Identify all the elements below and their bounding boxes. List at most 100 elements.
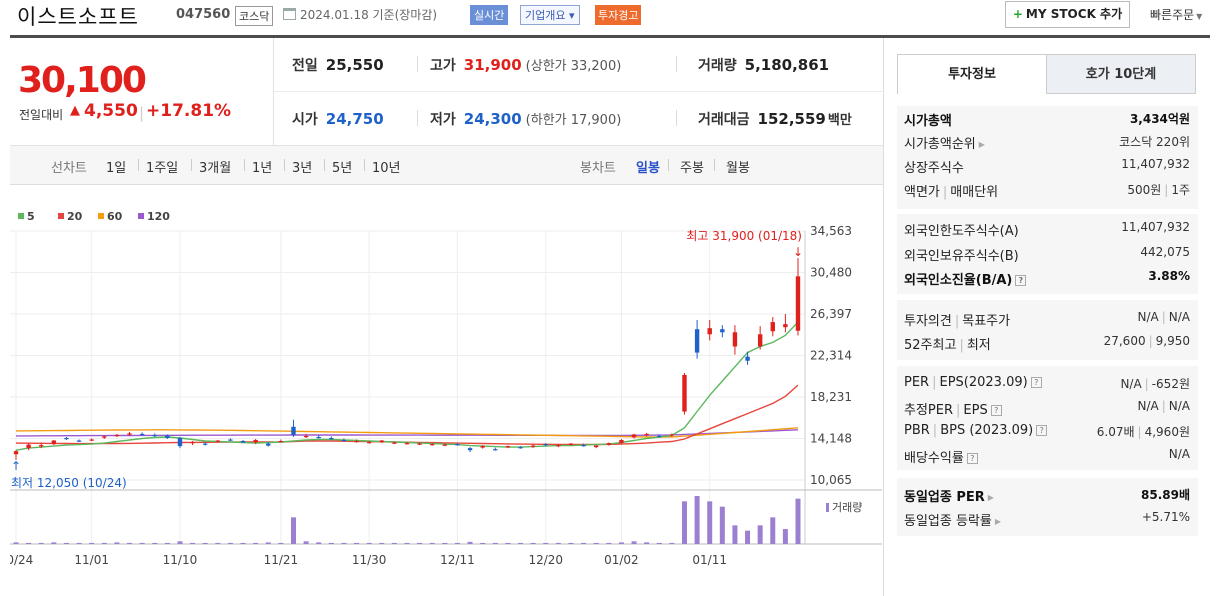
volume-bar [707,501,713,544]
legend-swatch [58,213,64,219]
tab-1y[interactable]: 1년 [252,161,273,176]
tab-daily[interactable]: 일봉 [636,161,660,176]
tab-weekly[interactable]: 주봉 [680,161,704,176]
chevron-right-icon: ▶ [994,517,1002,526]
price-stats: 전일 25,550 고가 31,900 (상한가 33,200) 거래량 5,180,8… [274,38,884,146]
per-values: N/A | -652원 [1120,377,1190,391]
tab-monthly[interactable]: 월봉 [726,161,750,176]
help-icon[interactable]: ? [990,405,1002,416]
unit-value: 1주 [1171,183,1190,197]
dividend-label: 배당수익률 [904,451,964,466]
candle-body [568,443,574,445]
stats-row: 시가 24,750 저가 24,300 (하한가 17,900) 거래대금 152,55… [274,92,884,146]
candlestick-chart[interactable]: 34,563 30,480 26,397 22,314 18,231 14,148 10,0… [0,200,882,580]
chevron-down-icon: ▾ [568,9,575,22]
candle-body [556,445,561,447]
foreign-limit-label: 외국인한도주식수(A) [904,224,1019,239]
eps-value: -652원 [1151,377,1190,391]
candle-body [152,434,157,437]
w52-labels: 52주최고 | 최저 [904,338,991,353]
candle-body [266,443,271,446]
cap-rank-row[interactable]: 시가총액순위 ▶ [904,133,985,152]
volume-bar [89,542,95,544]
candle-body [102,436,107,438]
amount-value: 152,559 [757,110,826,128]
tab-hoga[interactable]: 호가 10단계 [1046,54,1196,94]
x-tick-label: 11/10 [163,553,198,567]
volume-bar [480,542,486,544]
est-per-value: N/A [1137,399,1159,413]
tab-3y[interactable]: 3년 [292,161,313,176]
y-tick-label: 22,314 [810,349,852,363]
dividend-value: N/A [1168,447,1190,461]
foreign-hold-label: 외국인보유주식수(B) [904,249,1019,264]
info-group-market: 시가총액 3,434억원 시가총액순위 ▶ 코스닥 220위 상장주식수 11,4… [897,106,1198,209]
volume-bar [770,517,776,544]
volume-bar [240,542,246,544]
tab-5y[interactable]: 5년 [332,161,353,176]
company-overview-dropdown[interactable]: 기업개요 ▾ [520,5,580,25]
legend-swatch [98,213,104,219]
help-icon[interactable]: ? [1030,377,1042,388]
opinion-label: 투자의견 [904,314,952,329]
legend-label: 5 [27,210,35,223]
help-icon[interactable]: ? [966,453,978,464]
volume-bar [757,525,763,544]
chart-tabs: 선차트 1일 1주일 3개월 1년 3년 5년 10년 봉차트 일봉 주봉 월봉 [10,146,884,185]
pbr-value: 6.07배 [1096,425,1135,439]
bps-value: 4,960원 [1144,425,1190,439]
volume-bar [404,542,410,544]
candle-body [530,445,536,447]
cap-rank-label: 시가총액순위 [904,137,976,152]
candle-body [770,322,775,332]
candle-body [240,441,246,443]
price-change: 4,550 [84,101,138,121]
volume-bar [379,542,385,544]
tab-1d[interactable]: 1일 [106,161,127,176]
open-price: 시가 24,750 [292,109,384,129]
tab-1w[interactable]: 1주일 [146,161,179,176]
est-eps-value: N/A [1168,399,1190,413]
divider [284,159,285,171]
tab-10y[interactable]: 10년 [372,161,401,176]
quick-order-button[interactable]: 빠른주문 ▼ [1150,6,1202,23]
volume-bar [38,542,44,544]
candle-body [505,446,511,448]
bps-label: BPS (2023.09) [940,423,1034,438]
tab-3m[interactable]: 3개월 [199,161,232,176]
target-value: N/A [1168,310,1190,324]
candle-body [354,441,359,443]
add-mystock-button[interactable]: + MY STOCK 추가 [1005,1,1130,28]
help-icon[interactable]: ? [1036,425,1048,436]
up-triangle-icon: ▲ [70,103,80,118]
plus-icon: + [1012,7,1023,21]
volume-bar [681,501,687,544]
candle-body [707,328,712,335]
info-group-opinion: 투자의견 | 목표주가 N/A | N/A 52주최고 | 최저 27,600 | 9,950 [897,300,1198,360]
candle-body [278,441,284,443]
candle-body [177,437,183,447]
ma60-line [15,427,799,438]
stock-chart[interactable]: 34,563 30,480 26,397 22,314 18,231 14,148 10,0… [0,200,882,584]
divider [668,159,669,171]
volume-bar [593,542,599,544]
eps-label: EPS(2023.09) [939,375,1028,390]
volume-bar [795,498,801,544]
prev-value: 25,550 [325,56,384,74]
divider [676,56,677,72]
industry-per-row[interactable]: 동일업종 PER ▶ [904,486,994,505]
candle-body [732,332,738,347]
w52-low-value: 9,950 [1155,334,1190,348]
realtime-button[interactable]: 실시간 [470,5,509,25]
industry-rate-row[interactable]: 동일업종 등락률 ▶ [904,510,1001,529]
info-tabs: 투자정보 호가 10단계 [897,54,1198,94]
candle-body [13,451,19,455]
x-tick-label: 11/30 [352,553,387,567]
candle-body [139,433,145,436]
tab-invest-info[interactable]: 투자정보 [897,54,1047,94]
candle-body [228,439,233,441]
candle-body [76,440,82,442]
help-icon[interactable]: ? [1015,275,1027,286]
volume-bar [63,542,69,544]
volume-bar [316,542,322,544]
